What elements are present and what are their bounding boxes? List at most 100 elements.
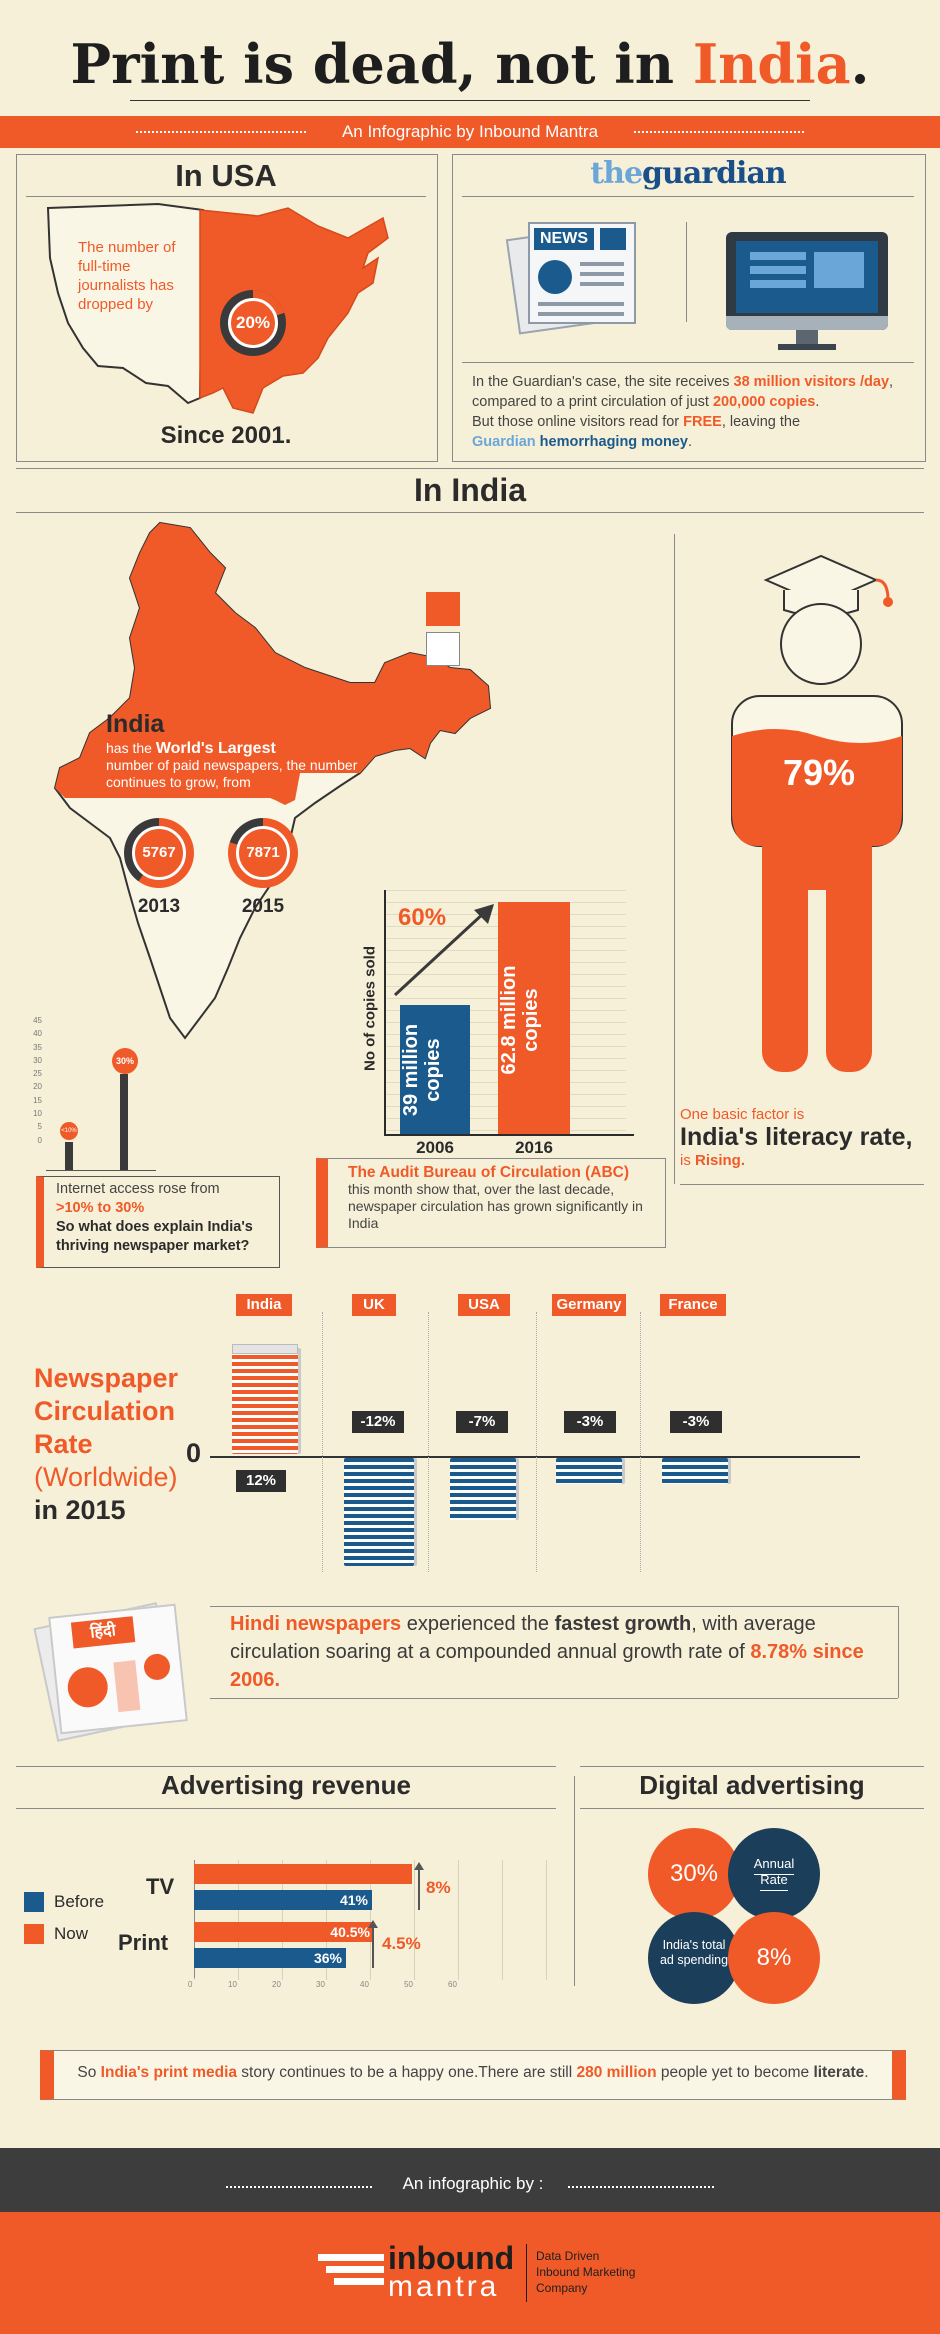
guardian-logo-the: the xyxy=(590,156,643,191)
circ-stack-usa xyxy=(450,1458,516,1520)
footer-dots-right xyxy=(568,2186,714,2188)
internet-line-3: So what does explain India's thriving ne… xyxy=(56,1219,253,1254)
digital-rule-top xyxy=(580,1766,924,1767)
digital-circle-30: 30% xyxy=(648,1828,740,1920)
footer-note-box xyxy=(40,2050,906,2100)
ring-2015-inner: 7871 xyxy=(236,826,290,880)
legend-now-swatch xyxy=(24,1924,44,1944)
title-underline xyxy=(130,100,810,101)
india-legend-orange xyxy=(426,592,460,626)
footer-dots-left xyxy=(226,2186,372,2188)
usa-since: Since 2001. xyxy=(160,422,292,449)
subtitle-band: An Infographic by Inbound Mantra xyxy=(0,116,940,148)
usa-heading: In USA xyxy=(175,158,277,193)
circ-sep-3 xyxy=(536,1312,537,1572)
subtitle: An Infographic by Inbound Mantra xyxy=(341,122,599,141)
circ-title-3: Rate xyxy=(34,1429,93,1459)
growth-arrow xyxy=(393,904,494,997)
internet-line-2: >10% to 30% xyxy=(56,1200,145,1216)
guardian-divider xyxy=(686,222,687,322)
guardian-panel xyxy=(452,154,926,462)
abc-box xyxy=(316,1158,666,1248)
internet-bar-before xyxy=(65,1142,73,1170)
circ-value-uk: -12% xyxy=(352,1411,404,1433)
hindi-paper-label: हिंदी xyxy=(70,1616,136,1649)
logo-divider xyxy=(526,2244,527,2302)
adrev-print-change: 4.5% xyxy=(382,1934,421,1953)
guardian-logo-rule xyxy=(462,196,914,197)
newspaper-icon: NEWS xyxy=(505,218,644,335)
logo-mark xyxy=(318,2254,384,2286)
internet-ticks: 45 40 35 30 25 20 15 10 5 0 xyxy=(33,1016,42,1145)
circ-value-france: -3% xyxy=(670,1411,722,1433)
digital-circle-total: India's total ad spending xyxy=(648,1912,740,2004)
literacy-text: One basic factor is India's literacy rat… xyxy=(680,1106,930,1169)
guardian-line-4: Guardian hemorrhaging money. xyxy=(472,434,692,450)
adrev-print-arrow xyxy=(368,1920,378,1968)
literacy-line-2: India's literacy rate, xyxy=(680,1123,913,1151)
circ-title-1: Newspaper xyxy=(34,1363,179,1393)
abc-body: this month show that, over the last deca… xyxy=(348,1181,643,1231)
value-2015: 7871 xyxy=(246,844,280,861)
ring-2013-inner: 5767 xyxy=(132,826,186,880)
usa-percent-badge: 20% xyxy=(228,298,278,348)
adrev-tv-before-value: 41% xyxy=(339,1892,368,1908)
circ-sep-4 xyxy=(640,1312,641,1572)
legend-before-label: Before xyxy=(54,1892,105,1911)
subtitle-dots-left xyxy=(136,131,306,133)
literacy-rule xyxy=(680,1184,924,1185)
circ-tag-uk: UK xyxy=(352,1294,396,1316)
hindi-text: Hindi newspapers experienced the fastest… xyxy=(230,1613,864,1691)
adrev-bar-tv-before: 41% xyxy=(194,1890,372,1910)
literacy-percent: 79% xyxy=(782,752,856,793)
adrev-print-now-value: 40.5% xyxy=(330,1924,370,1940)
circ-sep-1 xyxy=(322,1312,323,1572)
circ-stack-uk xyxy=(344,1458,414,1566)
usa-percent: 20% xyxy=(235,313,271,332)
circ-zero-line xyxy=(210,1456,860,1458)
logo-mantra: mantra xyxy=(388,2270,500,2303)
literacy-line-3: is Rising. xyxy=(680,1152,746,1169)
adrev-print-label: Print xyxy=(118,1930,169,1955)
guardian-text-rule xyxy=(462,362,914,363)
copies-x-axis xyxy=(384,1134,634,1136)
footer-note: So India's print media story continues t… xyxy=(77,2064,869,2081)
year-2013: 2013 xyxy=(137,896,181,917)
adrev-rule-bottom xyxy=(16,1808,556,1809)
abc-text: The Audit Bureau of Circulation (ABC) th… xyxy=(348,1164,664,1232)
copies-chart: No of copies sold 39 million copies 62.8… xyxy=(350,880,650,1160)
circ-title-2: Circulation xyxy=(34,1396,176,1426)
circ-value-usa: -7% xyxy=(456,1411,508,1433)
digital-circle-8: 8% xyxy=(728,1912,820,2004)
adrev-tv-label: TV xyxy=(146,1874,175,1899)
hindi-globe-icon xyxy=(65,1665,110,1710)
circ-stack-india xyxy=(232,1348,298,1454)
footer-by: An infographic by : xyxy=(402,2174,544,2193)
circ-tag-india: India xyxy=(236,1294,292,1316)
guardian-text: In the Guardian's case, the site receive… xyxy=(472,372,912,452)
globe-icon xyxy=(538,260,572,294)
circ-value-india: 12% xyxy=(236,1470,286,1492)
guardian-line-1: In the Guardian's case, the site receive… xyxy=(472,374,894,390)
adrev-tv-change: 8% xyxy=(426,1878,451,1897)
usa-stat-text: The number of full-time journalists has … xyxy=(78,239,176,313)
adrev-bar-tv-now xyxy=(194,1864,412,1884)
guardian-line-2: compared to a print circulation of just … xyxy=(472,394,820,410)
digital-circle-annual: Annual Rate xyxy=(728,1828,820,1920)
internet-bar-after xyxy=(120,1074,128,1170)
copies-year-2016: 2016 xyxy=(515,1138,553,1157)
adrev-title: Advertising revenue xyxy=(161,1770,411,1800)
usa-heading-rule xyxy=(26,196,426,197)
value-2013: 5767 xyxy=(142,844,176,861)
copies-y-axis xyxy=(384,890,386,1134)
circ-stack-france xyxy=(662,1458,728,1484)
copies-year-2006: 2006 xyxy=(416,1138,454,1157)
subtitle-dots-right xyxy=(634,131,804,133)
hindi-rule-bottom xyxy=(210,1698,898,1699)
circ-worldwide: (Worldwide) xyxy=(34,1462,178,1492)
india-heading: In India xyxy=(414,472,526,508)
hindi-rule-right xyxy=(898,1606,899,1698)
circ-tag-usa: USA xyxy=(458,1294,510,1316)
india-legend-white xyxy=(426,632,460,666)
india-heading-rule xyxy=(16,512,924,513)
